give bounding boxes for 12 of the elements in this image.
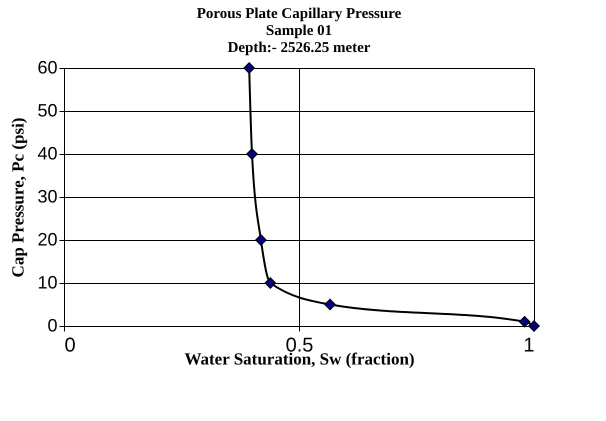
y-tick-label: 20 [37, 230, 58, 250]
y-tick-label: 40 [37, 144, 58, 164]
y-tick-label: 0 [47, 316, 58, 336]
y-axis-title: Cap Pressure, Pc (psi) [8, 118, 28, 278]
chart-title: Porous Plate Capillary Pressure [196, 6, 402, 22]
x-tick-label: 0 [64, 334, 76, 356]
y-tick-label: 10 [37, 272, 58, 292]
x-tick-label: 1 [523, 334, 534, 356]
y-tick-label: 30 [37, 186, 58, 206]
chart-subtitle: Sample 01 Depth:- 2526.25 meter [228, 23, 371, 56]
y-tick-label: 60 [37, 58, 58, 78]
y-tick-label: 50 [37, 100, 58, 120]
